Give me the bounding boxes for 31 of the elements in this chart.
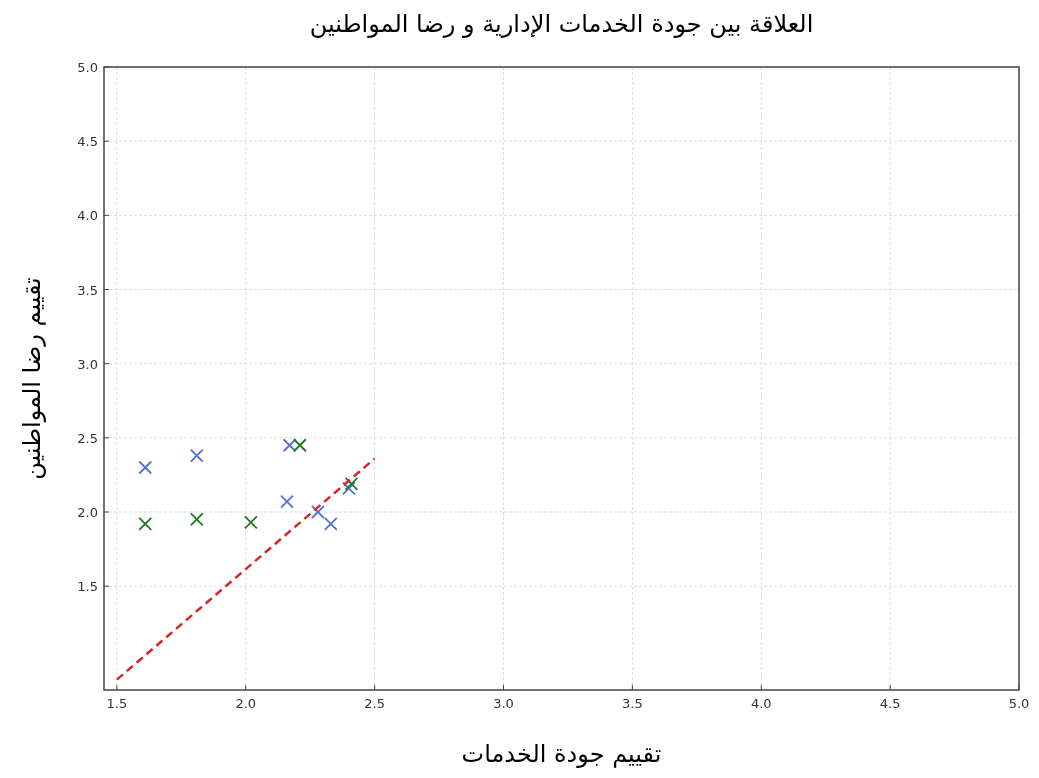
- y-tick-label: 2.0: [77, 505, 98, 520]
- y-tick-label: 2.5: [77, 430, 98, 446]
- y-axis-title: تقييم رضا المواطنين: [18, 277, 46, 480]
- y-tick-label: 3.0: [77, 356, 98, 372]
- point: [280, 494, 294, 509]
- x-tick-label: 4.0: [750, 696, 772, 711]
- x-tick-label: 3.0: [493, 696, 514, 711]
- point: [138, 460, 153, 475]
- x-tick-label: 5.0: [1008, 696, 1030, 711]
- point: [244, 515, 258, 530]
- point: [341, 481, 356, 496]
- y-tick-label: 1.5: [77, 579, 98, 595]
- point: [292, 438, 307, 453]
- y-tick-label: 3.5: [77, 282, 98, 298]
- x-tick-label: 1.5: [106, 696, 128, 711]
- point: [323, 516, 338, 531]
- y-tick-label: 4.0: [77, 208, 98, 224]
- x-axis-title: تقييم جودة الخدمات: [461, 740, 662, 768]
- point: [138, 516, 153, 531]
- x-tick-label: 3.5: [622, 696, 643, 711]
- x-tick-label: 2.0: [235, 696, 257, 711]
- point: [189, 448, 204, 463]
- chart-title: العلاقة بين جودة الخدمات الإدارية و رضا المواطنين: [309, 10, 814, 38]
- point: [282, 438, 297, 453]
- y-tick-label: 5.0: [77, 60, 98, 75]
- y-tick-label: 4.5: [77, 134, 98, 150]
- x-tick-label: 2.5: [364, 696, 385, 711]
- point: [311, 505, 325, 519]
- point: [344, 476, 359, 491]
- x-tick-label: 4.5: [879, 696, 901, 711]
- point: [189, 512, 204, 527]
